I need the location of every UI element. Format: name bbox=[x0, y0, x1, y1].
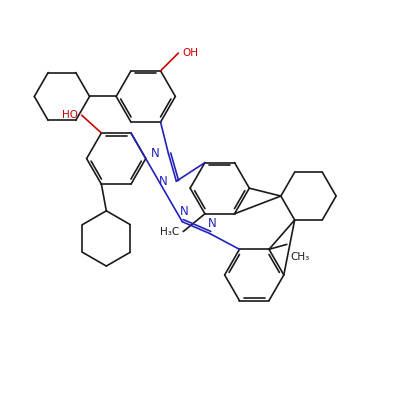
Text: N: N bbox=[180, 205, 188, 218]
Text: N: N bbox=[151, 147, 160, 160]
Text: N: N bbox=[208, 217, 216, 230]
Text: OH: OH bbox=[182, 48, 198, 58]
Text: N: N bbox=[159, 175, 168, 188]
Text: HO: HO bbox=[62, 110, 78, 120]
Text: CH₃: CH₃ bbox=[291, 252, 310, 262]
Text: H₃C: H₃C bbox=[160, 226, 179, 236]
